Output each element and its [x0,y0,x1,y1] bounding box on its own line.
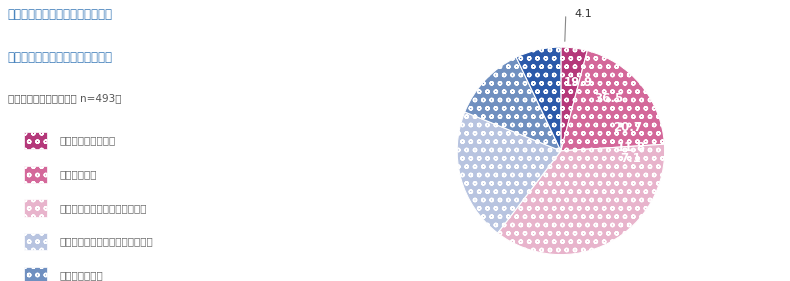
Text: 20.7: 20.7 [613,121,642,134]
Text: 19.9: 19.9 [563,76,592,89]
Text: どちらかといえば満足していない: どちらかといえば満足していない [59,237,153,247]
Wedge shape [498,144,664,255]
Wedge shape [516,47,561,151]
Wedge shape [561,51,664,151]
Wedge shape [465,57,561,151]
Text: 11.8: 11.8 [617,141,646,154]
Text: 満足していない: 満足していない [59,270,103,280]
Text: いますか。〈単一回答／ n=493〉: いますか。〈単一回答／ n=493〉 [8,93,122,103]
Text: あなたは現在勤務している会社の: あなたは現在勤務している会社の [8,8,113,21]
Text: 7.1: 7.1 [621,152,641,166]
Text: どちらかといえば満足している: どちらかといえば満足している [59,203,147,213]
Text: 36.5: 36.5 [594,92,623,105]
Wedge shape [561,47,587,151]
Text: 満足している: 満足している [59,169,96,179]
Text: とても満足している: とても満足している [59,135,115,146]
Text: 人事評価制度について、満足して: 人事評価制度について、満足して [8,51,113,64]
Text: 4.1: 4.1 [574,9,592,19]
Wedge shape [457,112,561,233]
